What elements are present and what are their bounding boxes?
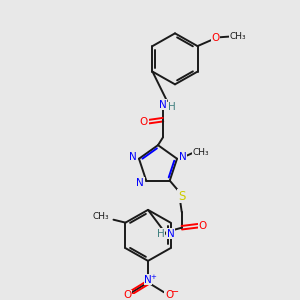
Text: CH₃: CH₃ bbox=[229, 32, 246, 41]
Text: N: N bbox=[136, 178, 144, 188]
Text: O: O bbox=[165, 290, 173, 300]
Text: +: + bbox=[150, 274, 156, 280]
Text: N: N bbox=[179, 152, 187, 162]
Text: O: O bbox=[212, 33, 220, 43]
Text: S: S bbox=[178, 190, 185, 203]
Text: O: O bbox=[199, 221, 207, 231]
Text: CH₃: CH₃ bbox=[193, 148, 209, 157]
Text: H: H bbox=[157, 229, 165, 238]
Text: CH₃: CH₃ bbox=[92, 212, 109, 221]
Text: N: N bbox=[159, 100, 167, 110]
Text: −: − bbox=[171, 287, 179, 297]
Text: N: N bbox=[129, 152, 137, 162]
Text: N: N bbox=[167, 229, 175, 238]
Text: O: O bbox=[140, 117, 148, 127]
Text: N: N bbox=[144, 274, 152, 284]
Text: O: O bbox=[123, 290, 131, 300]
Text: H: H bbox=[168, 102, 176, 112]
